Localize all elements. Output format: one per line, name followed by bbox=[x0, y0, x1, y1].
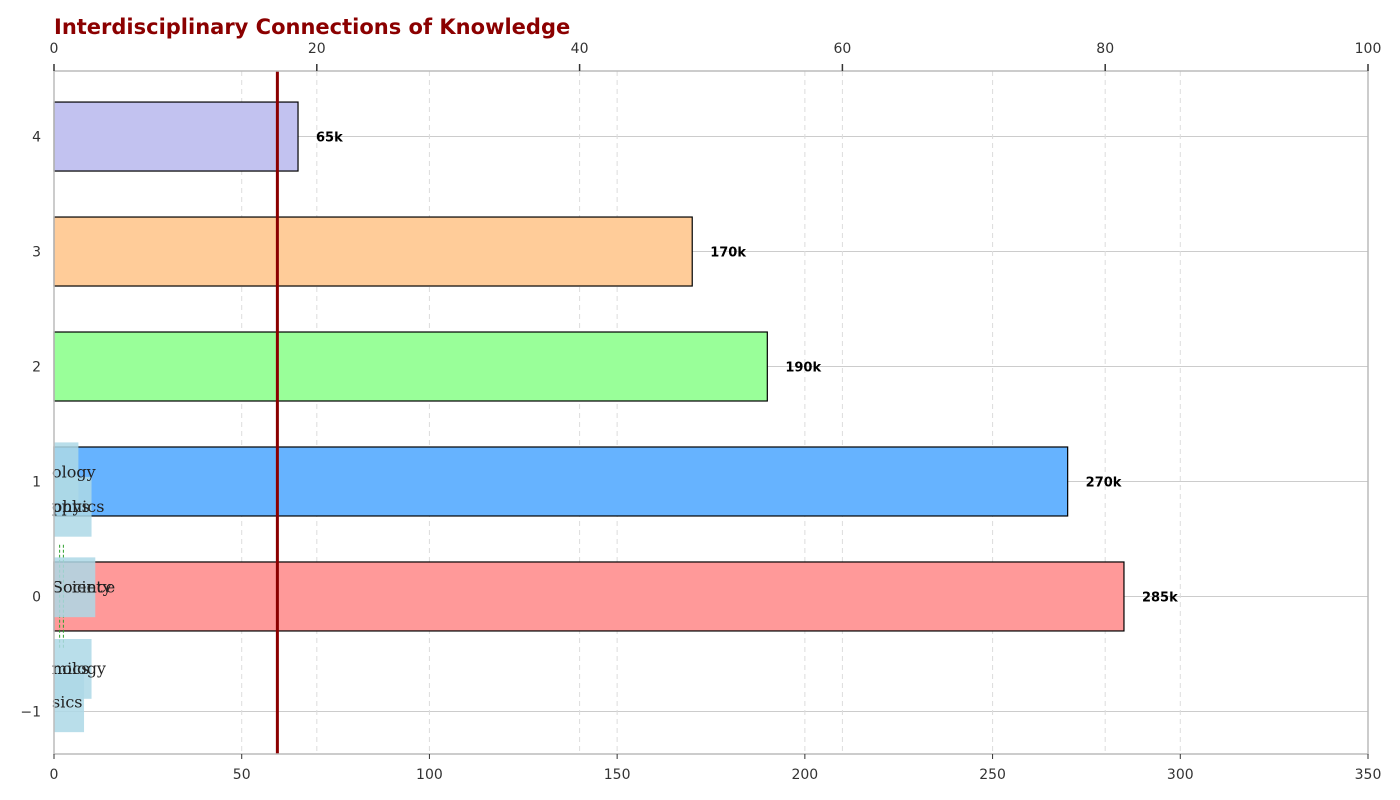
x-tick-label: 100 bbox=[416, 767, 443, 783]
chart-title: Interdisciplinary Connections of Knowled… bbox=[54, 15, 570, 39]
x2-tick-label: 40 bbox=[571, 41, 589, 57]
y-tick-label: 2 bbox=[32, 360, 41, 376]
axes-layer: 0 50 100 150 200 250 300 350 0 20 40 60 80 100 −1 0 1 2 3 4 bbox=[20, 41, 1381, 783]
bar bbox=[53, 216, 693, 287]
annotation-box bbox=[54, 672, 85, 733]
annotation-box bbox=[54, 476, 92, 537]
y-tick-label: 4 bbox=[32, 130, 41, 146]
x2-tick-label: 0 bbox=[50, 41, 59, 57]
x-tick-label: 0 bbox=[50, 767, 59, 783]
x-tick-label: 250 bbox=[979, 767, 1006, 783]
x2-tick-label: 60 bbox=[833, 41, 851, 57]
bars-layer: 285k 270k 190k 170k 65k bbox=[53, 101, 1178, 632]
annotation-label: nology bbox=[52, 659, 106, 678]
bar-value-label: 270k bbox=[1086, 475, 1122, 490]
annotation-label: mics bbox=[52, 659, 89, 678]
annotation-label: ophics bbox=[52, 497, 104, 516]
y-tick-label: −1 bbox=[20, 704, 41, 720]
bar bbox=[53, 101, 299, 172]
annotation-label: Society bbox=[52, 577, 112, 596]
bar bbox=[53, 331, 768, 402]
bar-value-label: 285k bbox=[1142, 590, 1178, 605]
x2-tick-label: 100 bbox=[1355, 41, 1382, 57]
x2-tick-label: 80 bbox=[1096, 41, 1114, 57]
bar bbox=[53, 446, 1069, 517]
annotation-label: sics bbox=[52, 692, 83, 711]
x-tick-label: 300 bbox=[1167, 767, 1194, 783]
annotation-box bbox=[54, 557, 96, 618]
y-tick-label: 0 bbox=[32, 589, 41, 605]
y-tick-label: 3 bbox=[32, 245, 41, 261]
annotation-label: ology bbox=[52, 462, 96, 481]
plot-frame bbox=[53, 70, 1369, 755]
annotation-label: phys bbox=[52, 497, 90, 516]
x2-tick-label: 20 bbox=[308, 41, 326, 57]
grid-layer bbox=[53, 71, 1369, 754]
x-tick-label: 150 bbox=[604, 767, 631, 783]
annotation-label: Science bbox=[52, 577, 115, 596]
bar-value-label: 190k bbox=[785, 361, 821, 376]
y-tick-label: 1 bbox=[32, 474, 41, 490]
bar-value-label: 170k bbox=[710, 246, 746, 261]
x-tick-label: 50 bbox=[233, 767, 251, 783]
bar bbox=[53, 561, 1125, 632]
x-tick-label: 200 bbox=[791, 767, 818, 783]
x-tick-label: 350 bbox=[1355, 767, 1382, 783]
bar-value-label: 65k bbox=[316, 131, 343, 146]
